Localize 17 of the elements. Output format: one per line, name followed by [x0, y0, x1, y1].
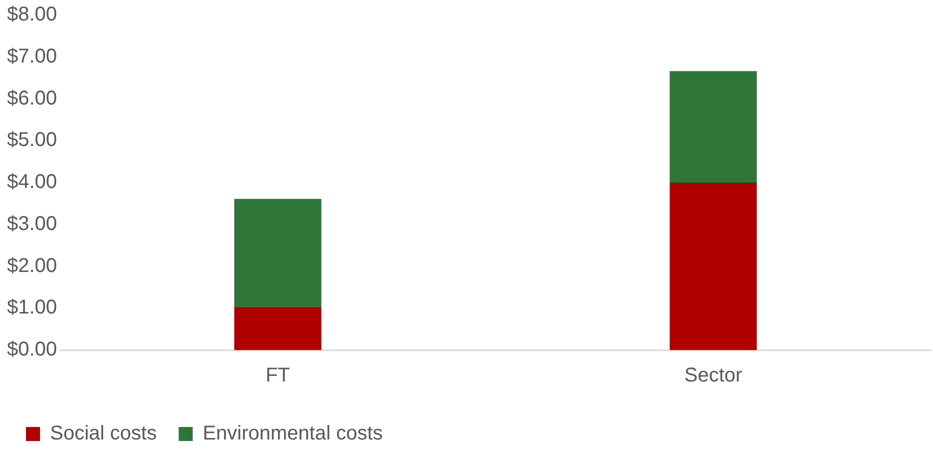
bar: [234, 306, 322, 350]
y-tick-label: $5.00: [6, 129, 58, 152]
y-tick-label: $1.00: [6, 296, 58, 319]
legend-label: Social costs: [50, 422, 157, 445]
y-tick-label: $0.00: [6, 338, 58, 361]
y-tick-label: $6.00: [6, 87, 58, 110]
x-tick-label: FT: [266, 364, 290, 387]
bar: [670, 182, 757, 350]
y-tick-label: $4.00: [6, 171, 58, 194]
y-tick-label: $2.00: [6, 254, 58, 277]
legend-label: Environmental costs: [202, 422, 383, 445]
x-tick-label: Sector: [684, 364, 742, 387]
bar: [234, 198, 322, 307]
y-tick-label: $3.00: [6, 212, 58, 235]
y-tick-label: $7.00: [6, 45, 58, 68]
y-tick-label: $8.00: [6, 4, 58, 26]
bar: [670, 71, 757, 182]
